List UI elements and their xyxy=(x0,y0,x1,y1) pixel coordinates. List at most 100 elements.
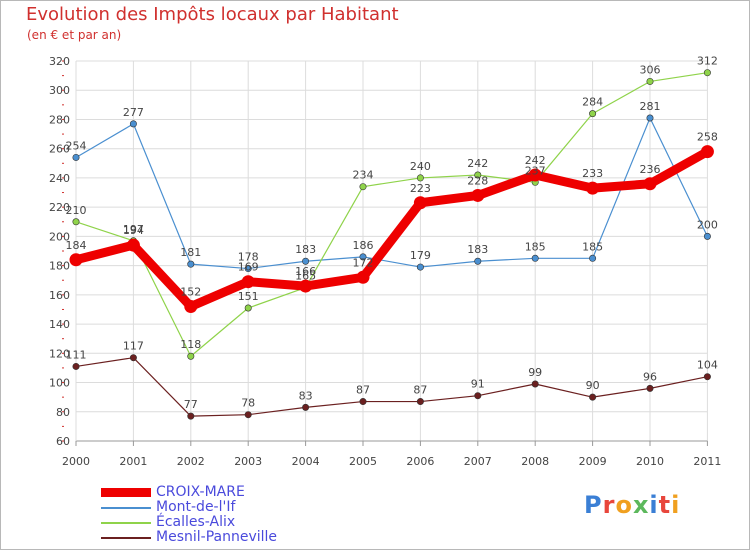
data-point-mesnil-panneville xyxy=(129,354,137,362)
x-tick-label: 2002 xyxy=(177,455,205,468)
series-line-mont-de-l-if xyxy=(75,117,709,270)
data-point-ecalles-alix xyxy=(72,218,80,226)
data-point-mont-de-l-if xyxy=(187,260,195,268)
data-point-mont-de-l-if xyxy=(416,263,424,271)
data-label-mesnil-panneville: 87 xyxy=(413,384,427,397)
proxiti-logo: Proxiti xyxy=(584,491,680,519)
data-point-croix-mare xyxy=(643,177,657,191)
data-point-ecalles-alix xyxy=(703,69,711,77)
data-point-croix-mare xyxy=(471,188,485,202)
data-point-mesnil-panneville xyxy=(359,398,367,406)
data-point-ecalles-alix xyxy=(589,110,597,118)
data-label-mont-de-l-if: 281 xyxy=(640,100,661,113)
data-label-mont-de-l-if: 254 xyxy=(66,139,87,152)
data-label-mont-de-l-if: 185 xyxy=(582,240,603,253)
data-point-ecalles-alix xyxy=(359,183,367,191)
x-tick-label: 2001 xyxy=(119,455,147,468)
legend-label: Écalles-Alix xyxy=(156,514,236,530)
data-point-mont-de-l-if xyxy=(359,253,367,261)
data-label-ecalles-alix: 240 xyxy=(410,160,431,173)
data-point-mesnil-panneville xyxy=(302,403,310,411)
data-point-ecalles-alix xyxy=(474,171,482,179)
data-label-mesnil-panneville: 91 xyxy=(471,378,485,391)
legend-label: CROIX-MARE xyxy=(156,484,245,500)
data-point-mont-de-l-if xyxy=(72,153,80,161)
data-label-ecalles-alix: 306 xyxy=(640,63,661,76)
y-tick-label: 120 xyxy=(49,347,70,360)
data-label-ecalles-alix: 118 xyxy=(180,338,201,351)
data-point-ecalles-alix xyxy=(187,352,195,360)
data-label-ecalles-alix: 197 xyxy=(123,223,144,236)
data-point-mesnil-panneville xyxy=(416,398,424,406)
y-tick-label: 100 xyxy=(49,377,70,390)
y-tick-label: 140 xyxy=(49,318,70,331)
data-point-croix-mare xyxy=(241,275,255,289)
series-line-ecalles-alix xyxy=(75,72,709,357)
data-point-croix-mare xyxy=(126,238,140,252)
data-label-mont-de-l-if: 178 xyxy=(238,251,259,264)
data-point-mont-de-l-if xyxy=(129,120,137,128)
data-label-mont-de-l-if: 183 xyxy=(467,243,488,256)
data-label-ecalles-alix: 237 xyxy=(525,164,546,177)
data-point-ecalles-alix xyxy=(646,77,654,85)
y-tick-label: 280 xyxy=(49,113,70,126)
legend-swatch xyxy=(101,507,151,509)
data-point-mesnil-panneville xyxy=(244,411,252,419)
y-tick-label: 220 xyxy=(49,201,70,214)
data-label-ecalles-alix: 210 xyxy=(66,204,87,217)
y-tick-label: 240 xyxy=(49,172,70,185)
x-tick-label: 2006 xyxy=(406,455,434,468)
data-label-mont-de-l-if: 181 xyxy=(180,246,201,259)
data-point-croix-mare xyxy=(528,168,542,182)
data-label-mont-de-l-if: 200 xyxy=(697,218,718,231)
data-point-mont-de-l-if xyxy=(531,254,539,262)
data-point-croix-mare xyxy=(413,196,427,210)
data-label-croix-mare: 223 xyxy=(410,182,431,195)
data-point-croix-mare xyxy=(586,181,600,195)
data-label-ecalles-alix: 234 xyxy=(353,169,374,182)
data-label-croix-mare: 233 xyxy=(582,167,603,180)
chart-subtitle: (en € et par an) xyxy=(27,28,122,42)
x-tick-label: 2005 xyxy=(349,455,377,468)
data-label-ecalles-alix: 242 xyxy=(467,157,488,170)
data-label-mesnil-panneville: 87 xyxy=(356,384,370,397)
logo-letter: x xyxy=(632,491,650,519)
x-tick-label: 2000 xyxy=(62,455,90,468)
logo-letter: t xyxy=(658,491,672,519)
data-label-mesnil-panneville: 117 xyxy=(123,340,144,353)
data-point-mont-de-l-if xyxy=(302,257,310,265)
data-label-croix-mare: 236 xyxy=(640,163,661,176)
x-tick-label: 2008 xyxy=(521,455,549,468)
x-tick-label: 2010 xyxy=(636,455,664,468)
data-point-mont-de-l-if xyxy=(589,254,597,262)
data-point-croix-mare xyxy=(700,145,714,159)
data-point-mont-de-l-if xyxy=(244,265,252,273)
data-label-mesnil-panneville: 90 xyxy=(586,379,600,392)
y-tick-label: 260 xyxy=(49,143,70,156)
data-label-croix-mare: 169 xyxy=(238,261,259,274)
data-point-croix-mare xyxy=(69,253,83,267)
legend-label: Mont-de-l'If xyxy=(156,499,236,515)
legend-swatch xyxy=(101,488,151,497)
data-label-mont-de-l-if: 185 xyxy=(525,240,546,253)
data-label-mesnil-panneville: 111 xyxy=(66,348,87,361)
data-label-croix-mare: 184 xyxy=(66,239,87,252)
data-label-croix-mare: 258 xyxy=(697,131,718,144)
data-label-mesnil-panneville: 96 xyxy=(643,370,657,383)
data-label-croix-mare: 242 xyxy=(525,154,546,167)
x-tick-label: 2009 xyxy=(579,455,607,468)
data-point-ecalles-alix xyxy=(244,304,252,312)
data-point-mont-de-l-if xyxy=(474,257,482,265)
legend-swatch xyxy=(101,537,151,539)
data-point-croix-mare xyxy=(184,300,198,314)
data-point-mesnil-panneville xyxy=(531,380,539,388)
data-label-mont-de-l-if: 179 xyxy=(410,249,431,262)
data-label-croix-mare: 166 xyxy=(295,265,316,278)
data-label-croix-mare: 152 xyxy=(180,286,201,299)
data-label-mesnil-panneville: 104 xyxy=(697,359,718,372)
data-point-mesnil-panneville xyxy=(474,392,482,400)
y-tick-label: 180 xyxy=(49,260,70,273)
data-label-ecalles-alix: 151 xyxy=(238,290,259,303)
data-point-croix-mare xyxy=(356,270,370,284)
